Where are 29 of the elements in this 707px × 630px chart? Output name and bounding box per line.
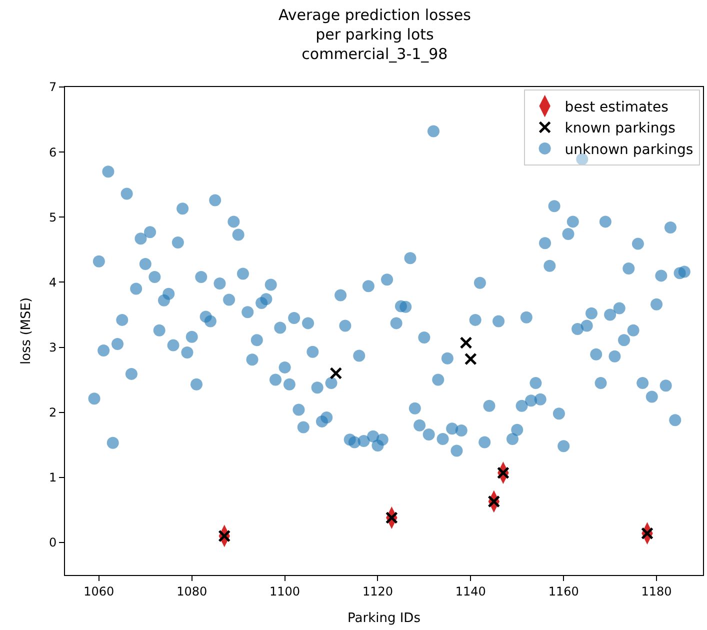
point (640, 527, 654, 540)
y-tick-label: 7 (48, 80, 57, 94)
y-tick-label: 2 (48, 406, 57, 420)
x-tick-label: 1120 (362, 584, 394, 598)
point (330, 367, 342, 380)
y-tick-label: 6 (48, 145, 57, 160)
legend-label: known parkings (564, 120, 676, 137)
x-tick-label: 1080 (176, 584, 208, 598)
x-tick-label: 1060 (84, 584, 114, 598)
point (464, 352, 477, 366)
x-tick-label: 1140 (455, 584, 486, 598)
x-tick-label: 1160 (548, 584, 579, 598)
point (460, 336, 472, 349)
x-tick-label: 1180 (641, 584, 672, 598)
y-tick-label: 5 (48, 210, 57, 224)
y-axis-title: loss (MSE) (18, 297, 34, 365)
y-tick-label: 0 (48, 536, 57, 550)
y-tick-label: 1 (48, 470, 57, 485)
point (496, 466, 510, 480)
x-axis-title: Parking IDs (348, 611, 421, 626)
point (488, 495, 500, 508)
point (218, 530, 231, 542)
legend-label: best estimates (564, 100, 668, 116)
y-tick-label: 3 (48, 340, 57, 354)
legend-label: unknown parkings (564, 142, 694, 158)
y-tick-label: 4 (48, 275, 57, 290)
point (385, 511, 398, 524)
chart-title: Average prediction losses per parking lots commercial_3-1_98 (278, 6, 472, 64)
x-tick-label: 1100 (270, 584, 300, 598)
